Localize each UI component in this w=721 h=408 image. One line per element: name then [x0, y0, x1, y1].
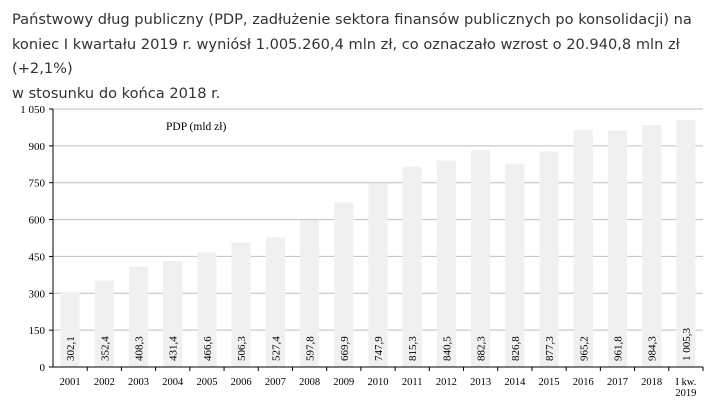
x-tick-label-line: 2007 [265, 377, 286, 388]
axes: 0 150 300 450 600 750 900 1 050 2001 2002 2003 2004… [20, 104, 704, 399]
bar [197, 252, 217, 367]
y-tick-label: 150 [29, 325, 46, 337]
x-tick-label-line: 2017 [607, 377, 628, 388]
x-tick-label-line: 2005 [196, 377, 217, 388]
bar-value-label: 877,3 [544, 336, 556, 361]
x-tick-label-line: 2015 [539, 377, 560, 388]
x-tick-label: 2008 [299, 377, 320, 388]
x-tick-label-line: 2001 [60, 377, 81, 388]
bar-value-label: 408,3 [134, 336, 146, 361]
x-tick-label-line: 2018 [641, 377, 662, 388]
x-tick-label: 2010 [368, 377, 389, 388]
y-tick-label: 1 050 [20, 104, 45, 116]
x-tick-label-line: 2008 [299, 377, 320, 388]
x-tick-label-line: 2002 [94, 377, 115, 388]
bar [471, 150, 491, 367]
bar-value-label: 826,8 [510, 336, 522, 361]
bar [676, 119, 696, 367]
x-tick-label: 2018 [641, 377, 662, 388]
bar [642, 125, 662, 367]
intro-paragraph: Państwowy dług publiczny (PDP, zadłużeni… [12, 8, 717, 106]
bar-value-label: 840,5 [441, 336, 453, 361]
bar [94, 280, 114, 367]
x-tick-label: 2012 [436, 377, 457, 388]
bar [436, 160, 456, 367]
x-tick-label-line: I kw. [675, 377, 696, 388]
bar-value-label: 984,3 [647, 336, 659, 361]
bar-value-label: 965,2 [578, 336, 590, 361]
x-tick-label: 2017 [607, 377, 628, 388]
x-tick-label: 2014 [504, 377, 526, 388]
x-tick-label-line: 2003 [128, 377, 149, 388]
x-tick-label: 2011 [402, 377, 423, 388]
bar-value-label: 597,8 [305, 336, 317, 361]
x-tick-label: 2003 [128, 377, 149, 388]
y-tick-label: 300 [29, 288, 46, 300]
bar-value-label: 506,3 [236, 336, 248, 361]
bar-value-label: 302,1 [65, 336, 77, 361]
x-tick-label-line: 2013 [470, 377, 491, 388]
y-tick-label: 0 [40, 362, 46, 374]
x-tick-label: 2009 [333, 377, 354, 388]
x-tick-label: 2007 [265, 377, 286, 388]
bar-value-label: 1 005,3 [681, 328, 693, 362]
bar-value-label: 961,8 [612, 336, 624, 361]
bar [300, 220, 320, 367]
x-tick-label-line: 2019 [675, 388, 696, 399]
bar [60, 292, 80, 367]
x-tick-label: 2002 [94, 377, 115, 388]
bar [573, 129, 593, 367]
bar [231, 242, 251, 367]
bar-value-label: 815,3 [407, 336, 419, 361]
x-tick-label-line: 2011 [402, 377, 423, 388]
intro-line-1: Państwowy dług publiczny (PDP, zadłużeni… [12, 11, 692, 28]
x-tick-label-line: 2004 [162, 377, 184, 388]
bar-value-label: 882,3 [476, 336, 488, 361]
bar-value-label: 527,4 [270, 336, 282, 361]
bar [607, 130, 628, 367]
bar [402, 166, 422, 367]
bar [539, 151, 559, 367]
intro-line-2: koniec I kwartału 2019 r. wyniósł 1.005.… [12, 35, 680, 78]
x-tick-label-line: 2010 [368, 377, 389, 388]
bar [163, 260, 183, 367]
bar-value-label: 352,4 [99, 336, 111, 361]
bar [334, 202, 354, 367]
y-tick-label: 450 [29, 251, 46, 263]
x-tick-label: 2015 [539, 377, 560, 388]
x-tick-label: 2013 [470, 377, 491, 388]
chart-title: PDP (mld zł) [166, 121, 226, 133]
bar-value-label: 466,6 [202, 336, 214, 361]
x-tick-label: 2004 [162, 377, 184, 388]
x-tick-label: 2005 [196, 377, 217, 388]
y-tick-label: 900 [29, 141, 46, 153]
x-tick-label: 2006 [231, 377, 252, 388]
x-tick-label: I kw. 2019 [675, 377, 696, 399]
bar [368, 183, 388, 367]
intro-line-3: w stosunku do końca 2018 r. [12, 84, 221, 102]
x-tick-label-line: 2012 [436, 377, 457, 388]
bar [265, 237, 285, 367]
bar-value-label: 669,9 [339, 336, 351, 361]
bars: 302,1 352,4 408,3 431,4 466,6 506,3 527,4 597,8… [60, 119, 696, 367]
x-tick-label-line: 2009 [333, 377, 354, 388]
bar [505, 163, 525, 367]
x-tick-label-line: 2016 [573, 377, 594, 388]
x-tick-label-line: 2014 [504, 377, 526, 388]
x-tick-label: 2001 [60, 377, 81, 388]
y-tick-label: 750 [29, 178, 46, 190]
x-tick-label: 2016 [573, 377, 594, 388]
y-tick-label: 600 [29, 215, 46, 227]
bar-value-label: 747,9 [373, 336, 385, 361]
bar-value-label: 431,4 [168, 336, 180, 361]
x-tick-label-line: 2006 [231, 377, 252, 388]
bar [128, 266, 149, 367]
